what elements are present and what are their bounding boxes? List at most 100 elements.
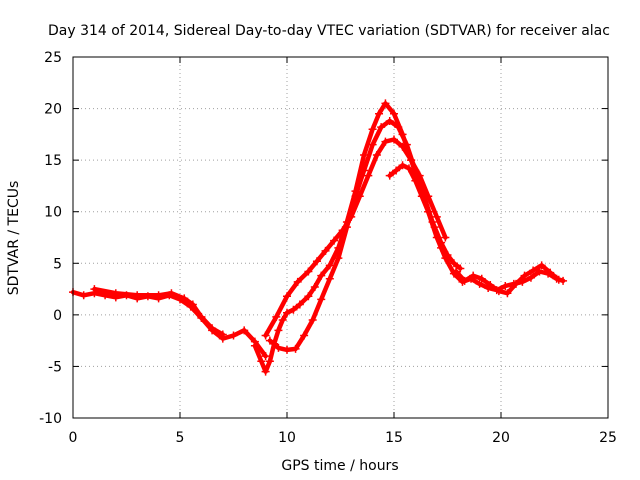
y-tick-label: 20: [44, 102, 62, 118]
data-point-marker: [330, 236, 339, 245]
data-point-marker: [257, 357, 266, 366]
data-point-marker: [398, 161, 407, 170]
data-point-marker: [304, 292, 313, 301]
plot-area-frame: [72, 56, 609, 419]
data-point-marker: [111, 289, 120, 298]
data-point-marker: [368, 125, 377, 134]
data-point-marker: [381, 137, 390, 146]
data-point-marker: [469, 271, 478, 280]
axis-ticks: 0 5 10 15 20 25 -10 -5 0 5 10 15 20 25: [39, 50, 617, 446]
data-point-marker: [208, 324, 217, 333]
data-point-marker: [475, 279, 484, 288]
data-point-marker: [261, 331, 270, 340]
data-point-marker: [283, 345, 291, 354]
series-line-satellite-arc-4: [267, 118, 444, 353]
y-tick-label: 25: [44, 50, 62, 66]
data-point-marker: [197, 312, 206, 321]
data-point-marker: [385, 171, 394, 180]
series-line-satellite-arc-6: [387, 163, 463, 271]
data-point-marker: [261, 352, 270, 361]
data-point-marker: [304, 267, 313, 276]
data-point-marker: [477, 274, 486, 283]
data-point-marker: [375, 109, 384, 118]
data-point-marker: [295, 300, 304, 309]
data-point-marker: [407, 156, 416, 165]
data-point-marker: [240, 326, 249, 335]
data-point-marker: [437, 238, 446, 247]
data-point-marker: [218, 330, 227, 339]
series-points-satellite-arc-5: [261, 135, 450, 340]
data-point-marker: [300, 331, 309, 340]
data-point-marker: [167, 289, 176, 298]
data-point-marker: [338, 226, 347, 235]
data-point-marker: [360, 150, 369, 159]
data-point-marker: [452, 267, 461, 276]
data-point-marker: [188, 300, 197, 309]
x-axis-label: GPS time / hours: [281, 458, 398, 474]
data-point-marker: [456, 264, 465, 273]
series-line-satellite-arc-1: [70, 289, 268, 359]
series-points-satellite-arc-4: [265, 116, 446, 354]
data-point-marker: [347, 212, 356, 221]
data-point-marker: [460, 276, 469, 285]
y-tick-label: -10: [39, 411, 62, 427]
data-point-marker: [317, 271, 326, 280]
data-point-marker: [355, 192, 364, 201]
x-tick-label: 25: [599, 430, 617, 446]
data-point-marker: [486, 280, 495, 289]
data-point-marker: [274, 326, 283, 335]
data-point-marker: [368, 140, 377, 149]
x-tick-label: 15: [385, 430, 403, 446]
data-point-marker: [430, 223, 439, 232]
x-tick-label: 10: [278, 430, 296, 446]
data-point-marker: [272, 312, 281, 321]
data-point-marker: [390, 135, 398, 144]
data-point-marker: [443, 251, 452, 260]
series-line-satellite-arc-3: [252, 101, 566, 374]
data-point-marker: [385, 116, 394, 125]
data-point-marker: [308, 316, 317, 325]
data-point-marker: [90, 285, 99, 294]
y-tick-label: 10: [44, 205, 62, 221]
x-tick-label: 0: [69, 430, 78, 446]
y-tick-label: -5: [48, 359, 62, 375]
y-tick-label: 0: [53, 308, 62, 324]
data-point-marker: [372, 150, 381, 159]
data-point-marker: [398, 142, 407, 151]
chart-title: Day 314 of 2014, Sidereal Day-to-day VTE…: [48, 23, 610, 39]
data-point-marker: [546, 268, 555, 277]
series-line-satellite-arc-2: [92, 286, 226, 337]
series-points-satellite-arc-7: [452, 261, 563, 298]
data-point-marker: [283, 308, 291, 317]
data-point-marker: [404, 164, 413, 173]
data-point-marker: [402, 140, 411, 149]
data-point-marker: [364, 171, 373, 180]
data-point-marker: [449, 259, 458, 268]
data-point-marker: [274, 343, 283, 352]
data-point-marker: [377, 123, 386, 132]
series-points-satellite-arc-6: [385, 161, 465, 273]
series-line-satellite-arc-5: [263, 137, 448, 338]
data-point-marker: [526, 273, 535, 282]
data-point-marker: [310, 283, 319, 292]
data-point-marker: [511, 279, 520, 288]
data-point-marker: [325, 261, 334, 270]
data-point-marker: [554, 275, 563, 284]
data-point-marker: [520, 271, 529, 280]
series-points-satellite-arc-1: [69, 288, 270, 361]
data-point-marker: [394, 123, 403, 132]
data-point-marker: [278, 316, 287, 325]
data-point-marker: [390, 109, 398, 118]
data-point-marker: [79, 291, 88, 300]
data-point-marker: [494, 287, 503, 296]
data-point-marker: [529, 266, 538, 275]
data-point-marker: [360, 166, 369, 175]
data-point-marker: [250, 341, 259, 350]
data-point-marker: [283, 292, 291, 301]
data-point-marker: [325, 274, 334, 283]
y-tick-label: 15: [44, 153, 62, 169]
data-point-marker: [154, 291, 163, 300]
x-tick-label: 20: [492, 430, 510, 446]
data-point-marker: [503, 289, 512, 298]
